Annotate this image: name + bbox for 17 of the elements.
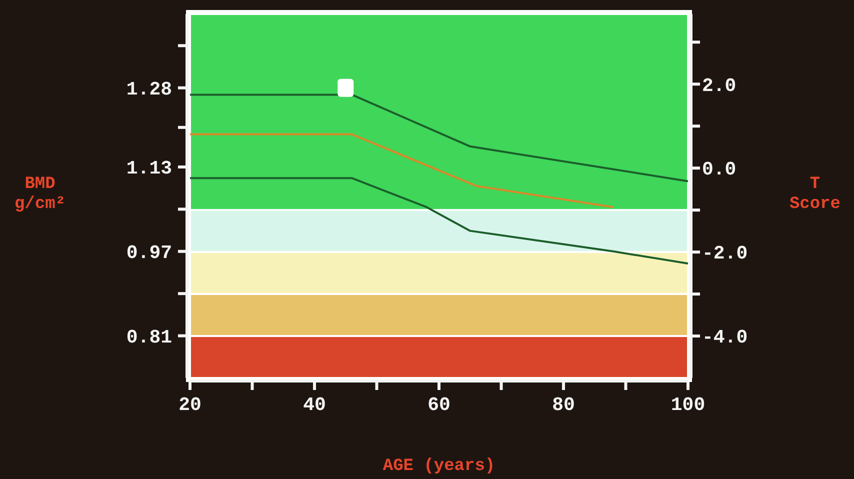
x-tick-label: 20	[178, 394, 202, 416]
x-tick-label: 80	[552, 394, 575, 416]
y-tick-label: 1.28	[126, 78, 172, 101]
y2-axis-title: T Score	[789, 175, 841, 214]
line-series	[189, 177, 689, 265]
x-tick-label: 100	[670, 394, 706, 416]
x-axis-title: AGE (years)	[382, 457, 496, 476]
y-tick-label: 1.13	[126, 158, 172, 180]
y-tick-label: 0.81	[126, 326, 172, 348]
y2-tick-label: -4.0	[702, 326, 748, 349]
y2-tick-label: 0.0	[702, 158, 736, 181]
y-tick-label: 0.97	[126, 242, 172, 264]
y2-tick-label: -2.0	[702, 242, 748, 265]
x-tick-label: 40	[303, 394, 326, 416]
y-axis-title: BMD g/cm²	[14, 175, 66, 214]
x-tick-label: 60	[428, 394, 450, 416]
y2-tick-label: 2.0	[702, 74, 736, 97]
